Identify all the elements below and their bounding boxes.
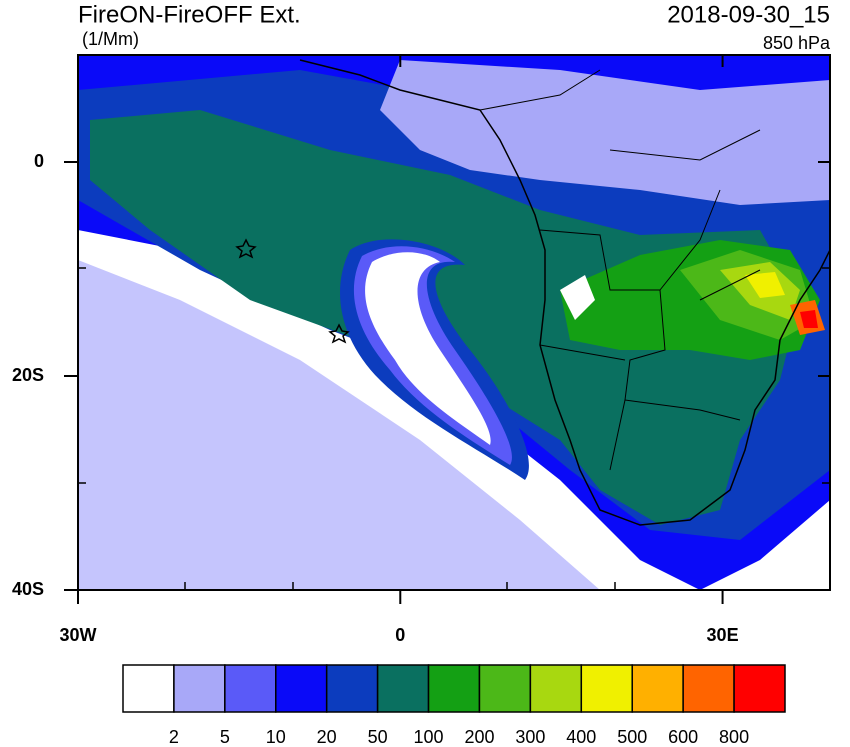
lat-label: 40S	[12, 579, 44, 599]
colorbar-box	[478, 664, 532, 713]
field-region	[560, 275, 595, 320]
map-frame	[77, 54, 831, 591]
colorbar-label: 500	[617, 727, 647, 747]
units: (1/Mm)	[82, 29, 139, 49]
colorbar-box	[122, 664, 175, 713]
colorbar-box	[733, 664, 786, 713]
lon-label: 30E	[707, 625, 739, 645]
title: FireON-FireOFF Ext.	[78, 1, 301, 28]
colorbar-label: 200	[464, 727, 494, 747]
colorbar-box	[325, 664, 379, 713]
field-region	[78, 260, 600, 590]
colorbar-box	[224, 664, 277, 713]
colorbar-box	[427, 664, 481, 713]
colorbar-box	[173, 664, 226, 713]
colorbar-box	[682, 664, 735, 713]
colorbar-box	[275, 664, 328, 713]
colorbar-label: 2	[169, 727, 179, 747]
colorbar-label: 800	[719, 727, 749, 747]
field-region	[365, 252, 491, 445]
lat-label: 0	[34, 151, 44, 171]
lon-label: 0	[395, 625, 405, 645]
colorbar-label: 50	[368, 727, 388, 747]
borders	[479, 69, 761, 471]
field-region	[800, 310, 818, 328]
colorbar-box	[631, 664, 684, 713]
colorbar-label: 10	[266, 727, 286, 747]
colorbar-box	[376, 664, 430, 713]
colorbar-label: 300	[515, 727, 545, 747]
colorbar-label: 5	[220, 727, 230, 747]
lat-label: 20S	[12, 365, 44, 385]
colorbar-label: 20	[317, 727, 337, 747]
colorbar-label: 600	[668, 727, 698, 747]
time: 2018-09-30_15	[667, 1, 830, 28]
colorbar: 2 5 10 20 50 100 200 300 400 500 600 800	[122, 664, 786, 747]
field	[78, 55, 830, 590]
minor-ticks	[78, 267, 830, 590]
star	[328, 323, 350, 344]
field-region	[380, 60, 830, 205]
lon-label: 30W	[59, 625, 96, 645]
field-region	[745, 272, 785, 298]
level: 850 hPa	[763, 33, 831, 53]
star	[235, 238, 257, 259]
colorbar-box	[529, 664, 583, 713]
colorbar-label: 100	[414, 727, 444, 747]
colorbar-label: 400	[566, 727, 596, 747]
colorbar-box	[580, 664, 633, 713]
